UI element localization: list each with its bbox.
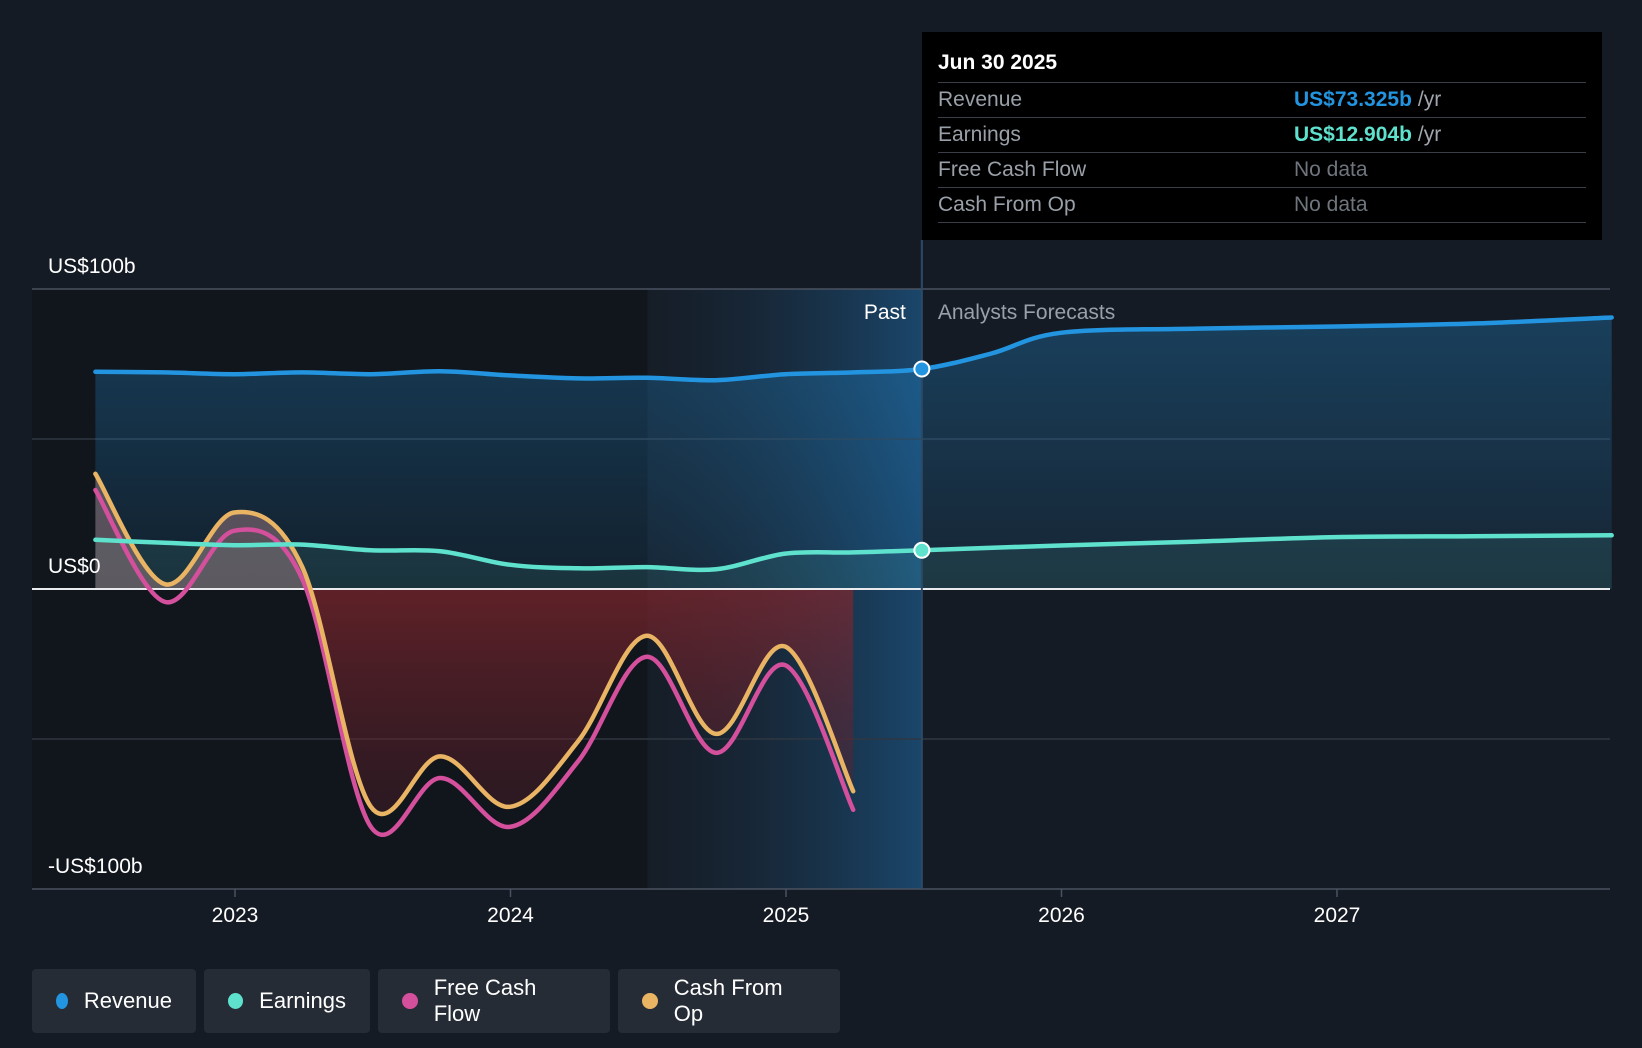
legend-item-cash-from-op[interactable]: Cash From Op: [618, 969, 840, 1033]
legend-item-revenue[interactable]: Revenue: [32, 969, 196, 1033]
legend-dot-icon: [402, 993, 418, 1009]
tooltip-value: US$12.904b: [1294, 123, 1412, 146]
earnings-marker: [913, 541, 931, 559]
tooltip-label: Revenue: [938, 88, 1023, 111]
x-tick-label: 2027: [1314, 904, 1361, 927]
legend-dot-icon: [642, 993, 658, 1009]
legend-dot-icon: [228, 993, 244, 1009]
earnings-line: [93, 533, 1614, 573]
tooltip-row-cash-from-op: Cash From Op No data: [938, 187, 1586, 223]
revenue-line: [93, 315, 1614, 383]
legend-item-free-cash-flow[interactable]: Free Cash Flow: [378, 969, 610, 1033]
past-label: Past: [864, 301, 906, 324]
tooltip-label: Free Cash Flow: [938, 158, 1087, 181]
x-tick-label: 2025: [763, 904, 810, 927]
legend-dot-icon: [56, 993, 68, 1009]
cash-from-op-line: [93, 471, 856, 817]
free-cash-flow-line: [93, 487, 856, 837]
tooltip-unit: /yr: [1417, 88, 1442, 111]
cash-flow-positive-area: [95, 473, 854, 589]
tooltip-value: No data: [1294, 193, 1368, 216]
tooltip-row-revenue: Revenue US$73.325b /yr: [938, 82, 1586, 117]
tooltip-panel: Jun 30 2025 Revenue US$73.325b /yr Earni…: [922, 32, 1602, 240]
tooltip-label: Earnings: [938, 123, 1021, 146]
tooltip-row-earnings: Earnings US$12.904b /yr: [938, 117, 1586, 152]
y-tick-label: -US$100b: [48, 855, 143, 878]
y-tick-label: US$100b: [48, 255, 136, 278]
tooltip-row-free-cash-flow: Free Cash Flow No data: [938, 152, 1586, 187]
legend-label: Cash From Op: [673, 975, 783, 1026]
x-tick-label: 2026: [1038, 904, 1085, 927]
revenue-marker: [913, 360, 931, 378]
cash-flow-negative-area: [95, 589, 854, 815]
tooltip-label: Cash From Op: [938, 193, 1076, 216]
earnings-area: [95, 535, 1612, 589]
y-tick-label: US$0: [48, 555, 101, 578]
tooltip-date: Jun 30 2025: [938, 51, 1058, 74]
legend-label: Revenue: [83, 988, 172, 1013]
tooltip-unit: /yr: [1417, 123, 1442, 146]
legend-label: Free Cash Flow: [433, 975, 537, 1026]
tooltip-value: No data: [1294, 158, 1368, 181]
x-tick-label: 2024: [487, 904, 534, 927]
tooltip-value: US$73.325b: [1294, 88, 1412, 111]
revenue-area: [95, 317, 1612, 589]
legend-item-earnings[interactable]: Earnings: [204, 969, 370, 1033]
legend-label: Earnings: [259, 988, 346, 1013]
x-tick-label: 2023: [212, 904, 259, 927]
forecast-label: Analysts Forecasts: [938, 301, 1115, 324]
